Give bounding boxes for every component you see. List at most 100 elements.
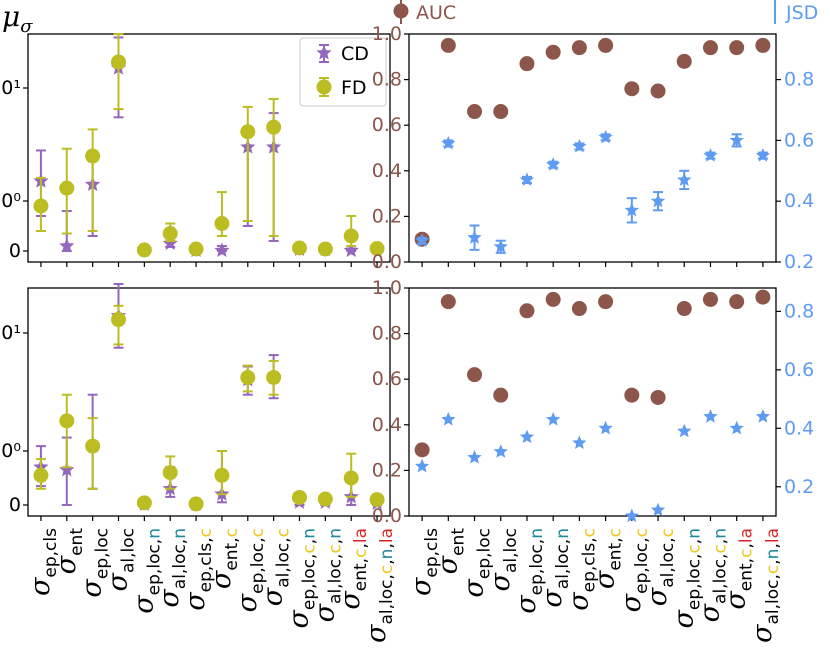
top-right-auc-point bbox=[467, 104, 483, 120]
top-left-fd-point bbox=[188, 241, 204, 257]
top-right-auc-point bbox=[624, 81, 640, 97]
top-left-fd-point bbox=[162, 226, 178, 241]
bottom-right-auc-point bbox=[545, 291, 561, 307]
bottom-left-fd-point bbox=[292, 489, 307, 505]
top-left-frame bbox=[27, 33, 391, 263]
x-tick-labels: σep,clsσentσep,locσal,locσep,loc,nσal,lo… bbox=[25, 528, 783, 643]
left-category-label: σep,cls,c bbox=[180, 528, 216, 611]
bottom-left-fd-point bbox=[240, 369, 256, 385]
bottom-left-fd-point bbox=[343, 470, 359, 486]
right-category-label: σent bbox=[432, 528, 468, 575]
legend-auc-marker bbox=[393, 3, 409, 19]
top-left-fd-point bbox=[369, 241, 385, 256]
top-right-auc-point bbox=[519, 56, 535, 72]
top-right-ytick-left-label: 1.0 bbox=[372, 23, 402, 45]
top-left-fd-point bbox=[214, 216, 230, 231]
left-category-label: σal,loc,c bbox=[258, 528, 294, 606]
top-right-jsd-point bbox=[624, 202, 639, 217]
bottom-right-auc-point bbox=[493, 387, 509, 403]
top-right-ytick-left-label: 0.4 bbox=[372, 160, 402, 182]
top-right-auc-point bbox=[440, 37, 456, 53]
bottom-left-fd-point bbox=[136, 495, 152, 511]
legend-jsd-label: JSD bbox=[785, 2, 818, 24]
bottom-right-ytick-right-label: 0.4 bbox=[784, 417, 814, 439]
left-category-label: σep,loc,c bbox=[232, 528, 268, 612]
bottom-right-auc-point bbox=[676, 301, 692, 317]
right-category-label: σal,loc,c bbox=[642, 528, 678, 606]
bottom-right-jsd-point bbox=[415, 458, 430, 473]
bottom-left-fd-point bbox=[111, 312, 126, 328]
bottom-left-fd-point bbox=[369, 492, 385, 508]
top-left-legend: CD FD bbox=[299, 37, 387, 107]
bottom-right-ytick-right-label: 0.2 bbox=[784, 476, 814, 498]
top-right-jsd-point bbox=[519, 172, 535, 186]
right-category-label: σep,loc,c bbox=[616, 528, 652, 612]
top-right-frame bbox=[408, 33, 777, 263]
right-category-label: σal,loc,c,n,la bbox=[747, 528, 783, 643]
bottom-right-ytick-right-label: 0.6 bbox=[784, 359, 814, 381]
top-right-jsd-point bbox=[415, 233, 430, 247]
top-right-ytick-left-label: 0.6 bbox=[372, 114, 402, 136]
top-left-cd-point bbox=[214, 242, 230, 257]
right-legend: AUC JSD bbox=[393, 0, 818, 24]
right-category-label: σep,loc bbox=[459, 528, 495, 598]
right-category-label: σent,c,la bbox=[721, 528, 757, 610]
bottom-right-auc-point bbox=[755, 289, 771, 305]
left-category-label: σal,loc,c,n bbox=[309, 528, 345, 622]
bottom-right-auc-point bbox=[702, 291, 718, 307]
left-category-label: σent bbox=[51, 528, 87, 575]
bottom-left-fd-point bbox=[59, 413, 75, 429]
bottom-right-auc-point bbox=[624, 387, 640, 403]
right-category-label: σep,cls bbox=[406, 528, 442, 596]
left-category-label: σent,c,la bbox=[335, 528, 371, 610]
top-left-fd-point bbox=[292, 240, 307, 256]
left-category-label: σal,loc,c,n,la bbox=[361, 528, 397, 643]
bottom-left-fd-point bbox=[266, 369, 282, 385]
top-right-jsd-point bbox=[572, 139, 587, 153]
top-right-jsd-point bbox=[493, 239, 508, 253]
bottom-left-fd-point bbox=[317, 491, 333, 507]
legend-cd-label: CD bbox=[341, 43, 369, 65]
right-category-label: σep,loc,n bbox=[511, 528, 547, 614]
top-right-jsd-point bbox=[546, 157, 561, 171]
bottom-left-frame bbox=[27, 287, 391, 517]
top-right-ytick-right-label: 0.2 bbox=[784, 251, 814, 273]
top-right-jsd-point bbox=[598, 129, 613, 144]
top-left-fd-point bbox=[85, 148, 101, 164]
bottom-right-jsd-point bbox=[467, 450, 482, 464]
top-right-auc-point bbox=[676, 53, 692, 69]
bottom-left-ytick-label: 10¹ bbox=[0, 322, 21, 344]
top-right-ytick-left-label: 0.8 bbox=[372, 69, 402, 91]
bottom-right-jsd-point bbox=[546, 412, 561, 426]
top-left-fd-point bbox=[240, 124, 256, 140]
top-left-fd-point bbox=[111, 54, 126, 70]
bottom-left-fd-point bbox=[188, 496, 204, 512]
bottom-left-cd-point bbox=[59, 461, 75, 477]
bottom-right-ytick-left-label: 0.2 bbox=[372, 459, 402, 481]
top-right-jsd-point bbox=[677, 172, 692, 186]
legend-fd-label: FD bbox=[341, 77, 367, 99]
bottom-right-jsd-point bbox=[677, 423, 692, 438]
bottom-right-jsd-point bbox=[755, 409, 770, 423]
top-right-ytick-right-label: 0.6 bbox=[784, 129, 814, 151]
right-category-label: σal,loc,c,n bbox=[694, 528, 730, 622]
right-category-label: σent,c bbox=[590, 528, 626, 589]
bottom-right-jsd-point bbox=[598, 420, 613, 435]
top-left-fd-point bbox=[266, 119, 282, 135]
top-right-panel: 0.0 0.2 0.4 0.6 0.8 1.0 0.2 0.4 0.6 0.8 bbox=[372, 23, 814, 273]
right-category-label: σal,loc,n bbox=[537, 528, 573, 608]
top-right-jsd-point bbox=[703, 148, 718, 162]
top-left-cd-point bbox=[162, 235, 178, 250]
left-category-label: σep,loc bbox=[77, 528, 113, 598]
bottom-right-jsd-point bbox=[650, 502, 666, 517]
top-left-fd-point bbox=[343, 228, 359, 244]
top-left-fd-point bbox=[33, 198, 49, 214]
top-right-ytick-right-label: 0.8 bbox=[784, 69, 814, 91]
top-right-auc-point bbox=[702, 40, 718, 56]
bottom-right-jsd-point bbox=[729, 420, 744, 435]
bottom-left-fd-point bbox=[33, 467, 49, 483]
bottom-right-auc-point bbox=[598, 294, 614, 310]
bottom-right-auc-point bbox=[571, 301, 587, 317]
top-right-auc-point bbox=[650, 83, 666, 99]
